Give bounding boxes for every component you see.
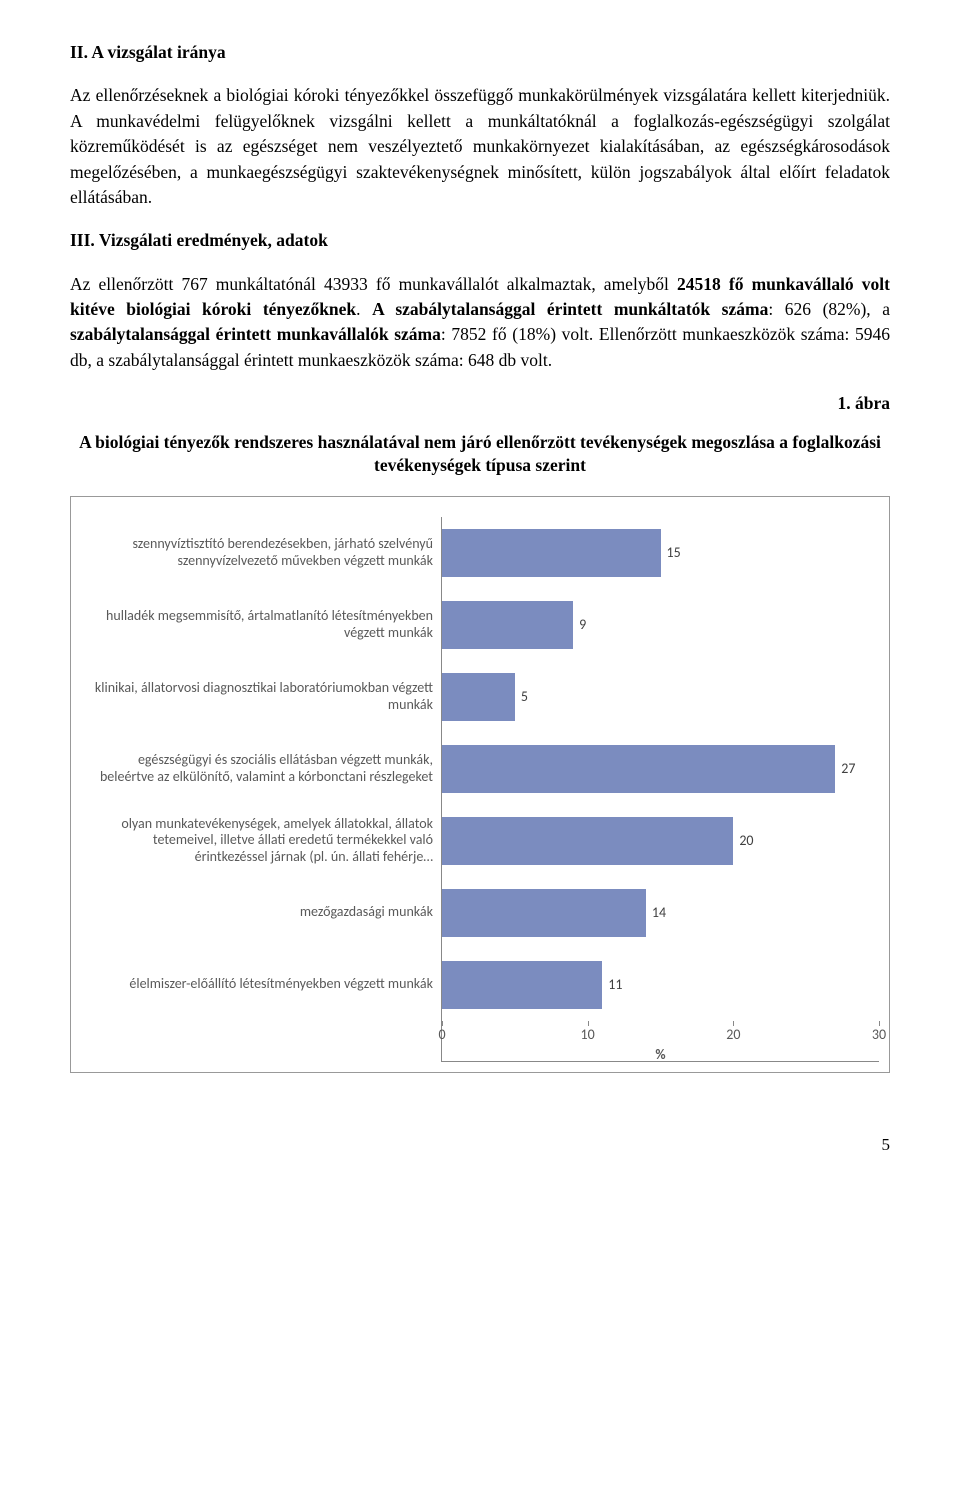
bar-row: 15 <box>442 517 879 589</box>
figure-label: 1. ábra <box>70 391 890 416</box>
section-2-paragraph: Az ellenőrzéseknek a biológiai kóroki té… <box>70 83 890 210</box>
p1a: Az ellenőrzött 767 munkáltatónál 43933 f… <box>70 274 677 294</box>
x-tick-label: 0 <box>438 1025 445 1045</box>
bar-row: 14 <box>442 877 879 949</box>
y-axis-label: egészségügyi és szociális ellátásban vég… <box>81 733 441 805</box>
chart-area: szennyvíztisztító berendezésekben, járha… <box>81 517 879 1062</box>
bar-value-label: 14 <box>652 903 666 923</box>
y-axis-label: klinikai, állatorvosi diagnosztikai labo… <box>81 661 441 733</box>
bar-value-label: 15 <box>667 543 681 563</box>
bar <box>442 745 835 793</box>
bar-value-label: 11 <box>608 975 622 995</box>
bar-row: 11 <box>442 949 879 1021</box>
p1e: : 626 (82%), a <box>768 299 890 319</box>
bar <box>442 817 733 865</box>
bar-value-label: 9 <box>579 615 586 635</box>
bar-value-label: 27 <box>841 759 855 779</box>
bar <box>442 961 602 1009</box>
y-axis-label: szennyvíztisztító berendezésekben, járha… <box>81 517 441 589</box>
x-ticks: 0102030 <box>442 1021 879 1041</box>
y-axis-label: olyan munkatevékenységek, amelyek állato… <box>81 805 441 877</box>
p1c: . <box>356 299 372 319</box>
bar-value-label: 20 <box>739 831 753 851</box>
y-axis-label: hulladék megsemmisítő, ártalmatlanító lé… <box>81 589 441 661</box>
bar-row: 20 <box>442 805 879 877</box>
section-3-title: III. Vizsgálati eredmények, adatok <box>70 228 890 253</box>
page-number: 5 <box>70 1133 890 1158</box>
bar-row: 5 <box>442 661 879 733</box>
p1f: szabálytalansággal érintett munkavállaló… <box>70 324 441 344</box>
bar <box>442 673 515 721</box>
x-axis-title: % <box>442 1045 879 1065</box>
bar <box>442 601 573 649</box>
bar <box>442 889 646 937</box>
section-2-title: II. A vizsgálat iránya <box>70 40 890 65</box>
section-3-paragraph: Az ellenőrzött 767 munkáltatónál 43933 f… <box>70 272 890 374</box>
x-tick-label: 30 <box>872 1025 886 1045</box>
x-tick-label: 20 <box>726 1025 740 1045</box>
p1d: A szabálytalansággal érintett munkáltató… <box>372 299 768 319</box>
bar-row: 9 <box>442 589 879 661</box>
x-axis: 0102030 % <box>442 1021 879 1061</box>
bar-row: 27 <box>442 733 879 805</box>
bar-value-label: 5 <box>521 687 528 707</box>
bars-container: 15 9 5 27 20 14 11 <box>442 517 879 1021</box>
y-axis-labels: szennyvíztisztító berendezésekben, járha… <box>81 517 441 1062</box>
bar <box>442 529 661 577</box>
x-tick-label: 10 <box>581 1025 595 1045</box>
y-axis-label: mezőgazdasági munkák <box>81 877 441 949</box>
plot-area: 15 9 5 27 20 14 11 0102030 % <box>441 517 879 1062</box>
bar-chart: szennyvíztisztító berendezésekben, járha… <box>70 496 890 1073</box>
figure-caption: A biológiai tényezők rendszeres használa… <box>70 431 890 478</box>
y-axis-label: élelmiszer-előállító létesítményekben vé… <box>81 949 441 1021</box>
